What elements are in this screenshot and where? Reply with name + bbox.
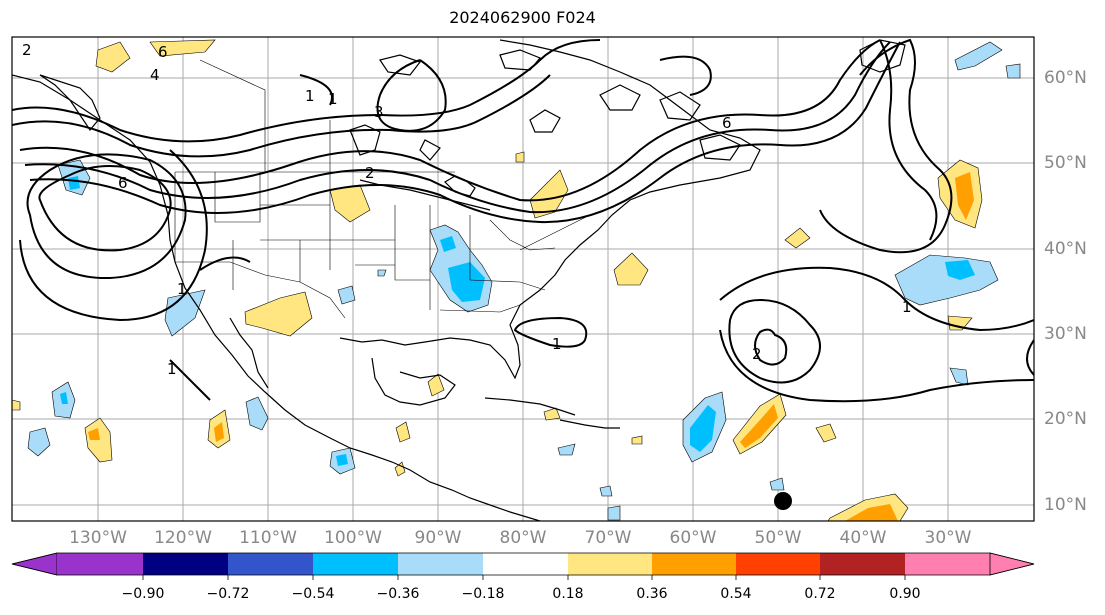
- contour-label: 2: [22, 41, 32, 59]
- colorbar-tick-label: 0.72: [804, 586, 836, 602]
- lon-label: 30°W: [924, 528, 972, 548]
- lon-label: 90°W: [414, 528, 462, 548]
- colorbar-segment: [483, 553, 568, 575]
- colorbar: [11, 552, 1035, 580]
- colorbar-segment: [143, 553, 228, 575]
- lon-label: 70°W: [584, 528, 632, 548]
- lon-label: 100°W: [324, 528, 382, 548]
- storm-center-marker: [774, 492, 792, 510]
- contour-label: 1: [902, 298, 912, 316]
- colorbar-segment: [568, 553, 652, 575]
- lon-label: 130°W: [69, 528, 127, 548]
- colorbar-segment: [736, 553, 820, 575]
- colorbar-under-arrow: [11, 552, 58, 576]
- contour-label: 2: [752, 345, 762, 363]
- lon-label: 60°W: [669, 528, 717, 548]
- map-frame: [11, 36, 1035, 522]
- colorbar-segment: [905, 553, 990, 575]
- colorbar-tick-label: −0.18: [461, 586, 505, 602]
- contour-label: 3: [374, 103, 384, 121]
- contour-label: 4: [150, 66, 160, 84]
- colorbar-segment: [313, 553, 398, 575]
- lon-label: 120°W: [154, 528, 212, 548]
- colorbar-outline: [11, 552, 1035, 576]
- figure-title: 2024062900 F024: [449, 8, 596, 27]
- contour-label: 1: [552, 335, 562, 353]
- contour-label: 6: [158, 43, 168, 61]
- colorbar-tick-label: 0.36: [636, 586, 668, 602]
- colorbar-tick-label: 0.90: [889, 586, 921, 602]
- colorbar-tick-label: 0.54: [720, 586, 752, 602]
- contour-label: 2: [365, 164, 375, 182]
- lat-label: 40°N: [1044, 239, 1087, 259]
- contour-lines: [12, 38, 1034, 403]
- contour-label: 6: [722, 114, 732, 132]
- colorbar-tick-label: −0.72: [206, 586, 250, 602]
- contour-label: 1: [328, 90, 338, 108]
- colorbar-segment: [820, 553, 905, 575]
- warm-strong-areas: [88, 172, 974, 521]
- contour-label: 1: [305, 87, 315, 105]
- lon-label: 40°W: [839, 528, 887, 548]
- lon-label: 80°W: [499, 528, 547, 548]
- colorbar-tick-label: 0.18: [552, 586, 584, 602]
- lon-label: 50°W: [754, 528, 802, 548]
- colorbar-segment: [652, 553, 736, 575]
- colorbar-segment: [228, 553, 313, 575]
- colorbar-tick-label: −0.36: [376, 586, 420, 602]
- lon-label: 110°W: [239, 528, 297, 548]
- contour-label: 1: [167, 360, 177, 378]
- cool-strong-areas: [60, 176, 975, 466]
- contour-label-group: 1 3 6 4 2 6 1 1 2 1 1 2 6 1: [22, 41, 912, 378]
- contour-label: 6: [118, 174, 128, 192]
- colorbar-tick-label: −0.90: [121, 586, 165, 602]
- lat-label: 20°N: [1044, 409, 1087, 429]
- colorbar-segment: [57, 553, 143, 575]
- lat-label: 60°N: [1044, 68, 1087, 88]
- colorbar-tick-label: −0.54: [291, 586, 335, 602]
- lat-label: 50°N: [1044, 153, 1087, 173]
- lat-label: 30°N: [1044, 324, 1087, 344]
- colorbar-ticks: [142, 575, 906, 580]
- lat-label: 10°N: [1044, 495, 1087, 515]
- colorbar-segment: [398, 553, 483, 575]
- contour-label: 1: [177, 280, 187, 298]
- colorbar-over-arrow: [989, 552, 1035, 576]
